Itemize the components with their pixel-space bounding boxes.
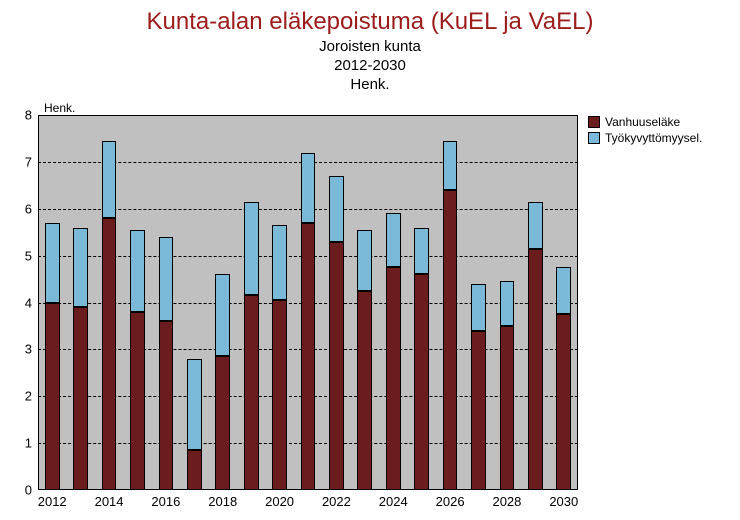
bar (272, 115, 287, 490)
bar-segment-tyokyv (244, 202, 259, 296)
bar (357, 115, 372, 490)
chart-container: Kunta-alan eläkepoistuma (KuEL ja VaEL) … (0, 0, 740, 520)
bar (443, 115, 458, 490)
x-tick-label: 2014 (95, 490, 124, 509)
bar-segment-tyokyv (73, 228, 88, 308)
y-tick-label: 1 (25, 436, 38, 451)
bar-segment-tyokyv (215, 274, 230, 356)
y-tick-label: 0 (25, 483, 38, 498)
bar (159, 115, 174, 490)
bar-segment-vanhuus (102, 218, 117, 490)
bar-segment-tyokyv (45, 223, 60, 303)
bar-segment-vanhuus (528, 249, 543, 490)
bar (301, 115, 316, 490)
subtitle-line: Henk. (0, 76, 740, 95)
bar (471, 115, 486, 490)
legend-swatch (588, 132, 600, 144)
x-tick-label: 2022 (322, 490, 351, 509)
y-tick-label: 6 (25, 201, 38, 216)
bar-segment-vanhuus (272, 300, 287, 490)
y-tick-label: 8 (25, 108, 38, 123)
bar (500, 115, 515, 490)
bar (414, 115, 429, 490)
bar (102, 115, 117, 490)
bar-segment-tyokyv (556, 267, 571, 314)
bar-segment-vanhuus (130, 312, 145, 490)
bar (187, 115, 202, 490)
chart-title: Kunta-alan eläkepoistuma (KuEL ja VaEL) (0, 0, 740, 36)
bar (45, 115, 60, 490)
bar-segment-vanhuus (244, 295, 259, 490)
legend: Vanhuuseläke Työkyvyttömyysel. (588, 115, 702, 147)
subtitle-line: 2012-2030 (0, 57, 740, 76)
bar-segment-tyokyv (187, 359, 202, 450)
bar-segment-vanhuus (159, 321, 174, 490)
legend-swatch (588, 116, 600, 128)
bar-segment-tyokyv (500, 281, 515, 326)
legend-label: Työkyvyttömyysel. (605, 131, 702, 145)
bar (528, 115, 543, 490)
bar (244, 115, 259, 490)
bar-segment-vanhuus (215, 356, 230, 490)
plot-area: Henk. 012345678 201220142016201820202022… (38, 115, 578, 490)
legend-item: Vanhuuseläke (588, 115, 702, 129)
bar-segment-vanhuus (45, 303, 60, 491)
bar-segment-vanhuus (357, 291, 372, 490)
bar-segment-vanhuus (73, 307, 88, 490)
bar (556, 115, 571, 490)
bar-segment-tyokyv (130, 230, 145, 312)
bar-segment-vanhuus (414, 274, 429, 490)
x-tick-label: 2028 (492, 490, 521, 509)
legend-label: Vanhuuseläke (605, 115, 680, 129)
bar-segment-tyokyv (357, 230, 372, 291)
x-tick-label: 2018 (208, 490, 237, 509)
bar-segment-vanhuus (187, 450, 202, 490)
bar-segment-vanhuus (471, 331, 486, 490)
x-tick-label: 2020 (265, 490, 294, 509)
y-tick-label: 5 (25, 248, 38, 263)
bar (73, 115, 88, 490)
bar-segment-tyokyv (386, 213, 401, 267)
bar-segment-vanhuus (386, 267, 401, 490)
bar-segment-tyokyv (528, 202, 543, 249)
x-tick-label: 2016 (151, 490, 180, 509)
bar-segment-tyokyv (329, 176, 344, 242)
bar (329, 115, 344, 490)
x-tick-label: 2012 (38, 490, 67, 509)
x-tick-label: 2024 (379, 490, 408, 509)
bar (215, 115, 230, 490)
bar-segment-vanhuus (329, 242, 344, 490)
x-tick-label: 2026 (436, 490, 465, 509)
bar-segment-tyokyv (272, 225, 287, 300)
bar (386, 115, 401, 490)
bar (130, 115, 145, 490)
y-tick-label: 7 (25, 154, 38, 169)
y-tick-label: 2 (25, 389, 38, 404)
bar-segment-vanhuus (301, 223, 316, 490)
bar-segment-tyokyv (414, 228, 429, 275)
x-tick-label: 2030 (549, 490, 578, 509)
bar-segment-tyokyv (443, 141, 458, 190)
subtitle-line: Joroisten kunta (0, 38, 740, 57)
bar-segment-vanhuus (443, 190, 458, 490)
bar-segment-vanhuus (500, 326, 515, 490)
legend-item: Työkyvyttömyysel. (588, 131, 702, 145)
chart-subtitle: Joroisten kunta 2012-2030 Henk. (0, 36, 740, 94)
bar-segment-tyokyv (102, 141, 117, 218)
y-tick-label: 3 (25, 342, 38, 357)
y-tick-label: 4 (25, 295, 38, 310)
y-axis-unit-label: Henk. (44, 101, 75, 115)
bar-segment-tyokyv (159, 237, 174, 321)
bar-segment-tyokyv (301, 153, 316, 223)
bars-layer (38, 115, 578, 490)
bar-segment-tyokyv (471, 284, 486, 331)
bar-segment-vanhuus (556, 314, 571, 490)
